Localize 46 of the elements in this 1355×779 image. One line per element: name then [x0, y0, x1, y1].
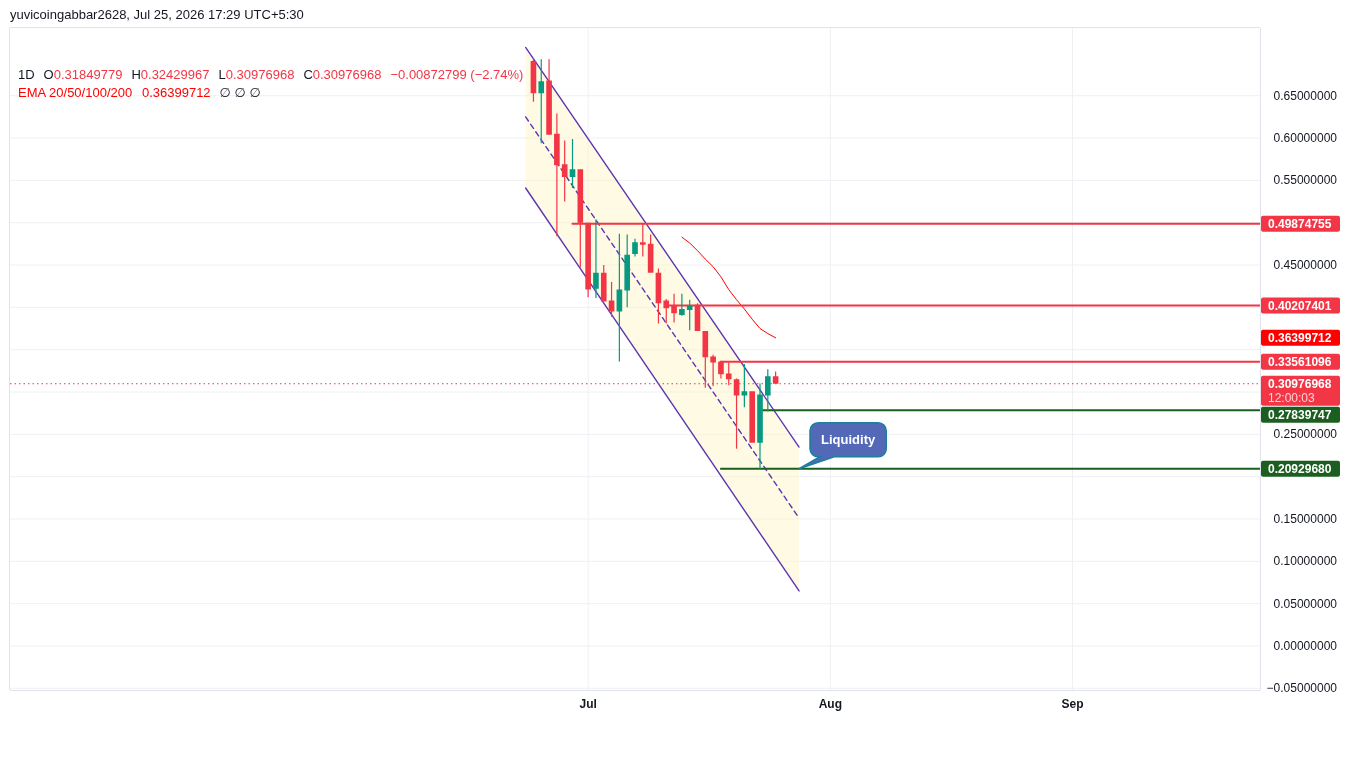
annotation: ∅ ∅ ∅	[219, 85, 261, 100]
y-tick-label: 0.65000000	[1273, 88, 1338, 103]
candlestick	[561, 140, 568, 202]
y-tick-label: 0.10000000	[1273, 554, 1338, 569]
candlestick	[679, 293, 685, 316]
y-tick-label: 0.60000000	[1273, 131, 1338, 146]
candlestick	[632, 238, 638, 257]
candlestick	[546, 59, 552, 135]
text: 12:00:03	[1268, 390, 1316, 405]
candlestick	[765, 369, 771, 412]
candlestick	[686, 299, 693, 331]
y-tick-label: 0.05000000	[1273, 596, 1338, 611]
annotation: O0.31849779	[43, 67, 123, 82]
y-tick-label: −0.05000000	[1266, 681, 1338, 696]
candlestick	[600, 265, 607, 302]
annotation: H0.32429967	[131, 67, 210, 82]
candlestick	[593, 219, 599, 299]
data-label: 0.40207401	[1268, 298, 1332, 313]
annotation: −0.00872799 (−2.74%)	[390, 67, 524, 82]
data-label: 0.27839747	[1268, 407, 1332, 422]
data-label: 0.49874755	[1268, 216, 1332, 231]
text: 1D	[18, 67, 35, 82]
x-tick-label: Jul	[579, 697, 597, 711]
candlestick	[538, 59, 545, 144]
annotation: C0.30976968	[303, 67, 382, 82]
ref-line-label: 0.30976968	[1268, 376, 1332, 391]
annotation: 0.36399712	[141, 85, 211, 100]
annotation: L0.30976968	[218, 67, 295, 82]
y-tick-label: 0.15000000	[1273, 512, 1338, 526]
data-label: 0.20929680	[1268, 461, 1332, 476]
candlestick	[757, 383, 763, 470]
data-label: 0.33561096	[1268, 354, 1332, 369]
y-tick-label: 0.25000000	[1273, 427, 1338, 442]
text: EMA 20/50/100/200	[18, 85, 133, 100]
candlestick	[554, 113, 560, 237]
text: 0.36399712	[1268, 330, 1332, 345]
y-tick-label: 0.00000000	[1273, 638, 1338, 653]
x-tick-label: Aug	[818, 697, 842, 711]
y-tick-label: 0.45000000	[1273, 258, 1338, 273]
x-tick-label: Sep	[1061, 697, 1084, 711]
line-series	[681, 236, 777, 339]
candlestick	[749, 391, 755, 443]
y-tick-label: 0.55000000	[1273, 173, 1338, 188]
candlestick	[624, 234, 630, 308]
text: yuvicoingabbar2628, Jul 25, 2026 17:29 UTC+5:30	[10, 7, 304, 22]
annotation: Liquidity	[821, 432, 876, 448]
